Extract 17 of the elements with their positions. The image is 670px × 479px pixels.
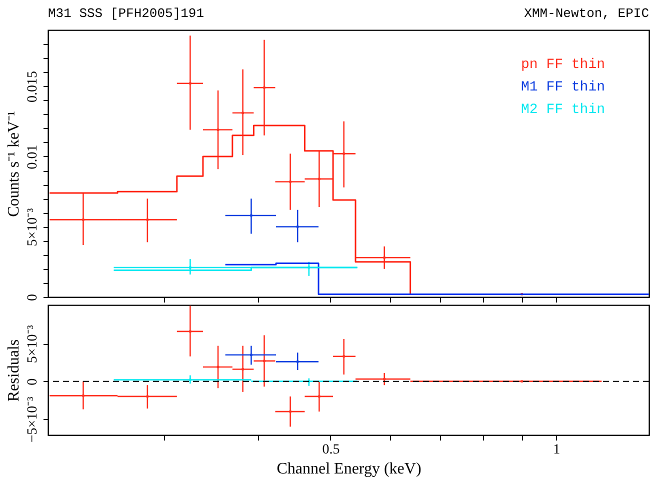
chart-title: M31 SSS [PFH2005]191	[48, 6, 204, 21]
y-tick-label: 0.01	[26, 144, 40, 170]
y-tick-label: 0.015	[26, 70, 40, 102]
text: M2 FF thin	[521, 102, 606, 118]
text: XMM-Newton, EPIC	[524, 6, 650, 21]
x-tick-label: 0.5	[322, 442, 340, 458]
text: pn FF thin	[521, 57, 606, 73]
y-axis-title: Counts s⁻¹ keV⁻¹	[6, 110, 22, 217]
x-axis-title: Channel Energy (keV)	[276, 460, 422, 478]
text: M1 FF thin	[521, 80, 606, 96]
x-tick-label: 1	[553, 442, 560, 458]
y-tick-label: 0	[26, 294, 40, 301]
y-axis-title: Residuals	[6, 339, 22, 402]
y-tick-label: −5×10⁻³	[26, 396, 40, 443]
y-tick-label: 5×10⁻³	[26, 208, 40, 246]
y-tick-label: 0	[26, 378, 40, 386]
y-tick-label: 5×10⁻³	[26, 325, 40, 364]
